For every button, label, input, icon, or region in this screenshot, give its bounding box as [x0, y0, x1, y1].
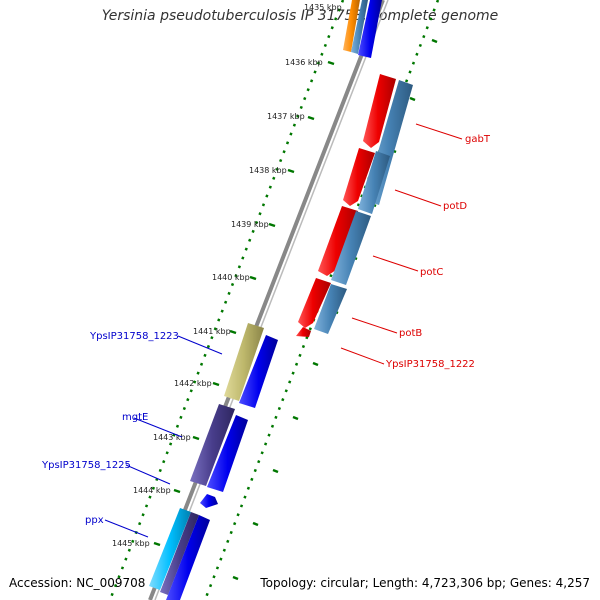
backbone — [148, 0, 389, 600]
gene-label-ypsip1222[interactable]: YpsIP31758_1222 — [385, 359, 475, 370]
gene-potB[interactable] — [298, 278, 331, 328]
kbp-label-1437: 1437 kbp — [267, 112, 305, 121]
gene-blue-small[interactable] — [200, 494, 218, 508]
gene-label-potB[interactable]: potB — [399, 328, 422, 339]
kbp-label-1442: 1442 kbp — [174, 379, 212, 388]
gene-potC[interactable] — [318, 206, 358, 276]
kbp-label-1441: 1441 kbp — [193, 327, 231, 336]
kbp-label-1440: 1440 kbp — [212, 273, 250, 282]
gene-mgtE[interactable] — [190, 404, 235, 486]
kbp-label-1439: 1439 kbp — [231, 220, 269, 229]
gene-slate-lower[interactable] — [160, 512, 199, 595]
kbp-label-1436: 1436 kbp — [285, 58, 323, 67]
gene-potD[interactable] — [343, 148, 375, 206]
gene-label-gabT[interactable]: gabT — [465, 134, 491, 145]
gene-orange[interactable] — [343, 0, 360, 52]
map-title: Yersinia pseudotuberculosis IP 31758, co… — [101, 8, 499, 24]
gene-ypsip1223[interactable] — [224, 323, 264, 401]
gene-label-potD[interactable]: potD — [443, 201, 467, 212]
gene-ypsip1222[interactable] — [296, 327, 311, 337]
gene-label-ppx[interactable]: ppx — [85, 515, 104, 526]
gene-blue-2[interactable] — [207, 415, 248, 492]
kbp-label-1435: 1435 kbp — [304, 3, 342, 12]
kbp-label-1444: 1444 kbp — [133, 486, 171, 495]
kbp-label-1443: 1443 kbp — [153, 433, 191, 442]
topology-info-text: Topology: circular; Length: 4,723,306 bp… — [260, 576, 590, 590]
label-lines-right — [340, 123, 463, 365]
label-lines-left — [104, 335, 223, 538]
gene-blue-1[interactable] — [239, 335, 278, 408]
gene-steel-4[interactable] — [314, 284, 347, 334]
gene-blue-top[interactable] — [358, 0, 382, 58]
gene-label-potC[interactable]: potC — [420, 267, 443, 278]
kbp-label-1438: 1438 kbp — [249, 166, 287, 175]
gene-steel-2[interactable] — [358, 151, 390, 214]
gene-steel-top[interactable] — [351, 0, 368, 54]
accession-text: Accession: NC_009708 — [9, 576, 146, 590]
gene-label-mgtE[interactable]: mgtE — [122, 412, 148, 423]
outer-ticks — [153, 60, 335, 547]
gene-label-ypsip1225[interactable]: YpsIP31758_1225 — [41, 460, 131, 471]
gene-ppx[interactable] — [149, 508, 191, 590]
kbp-label-1445: 1445 kbp — [112, 539, 150, 548]
gene-label-ypsip1223[interactable]: YpsIP31758_1223 — [89, 331, 179, 342]
gene-gabT[interactable] — [363, 74, 396, 148]
gene-blue-3[interactable] — [166, 515, 210, 600]
gene-steel-3[interactable] — [331, 211, 371, 285]
